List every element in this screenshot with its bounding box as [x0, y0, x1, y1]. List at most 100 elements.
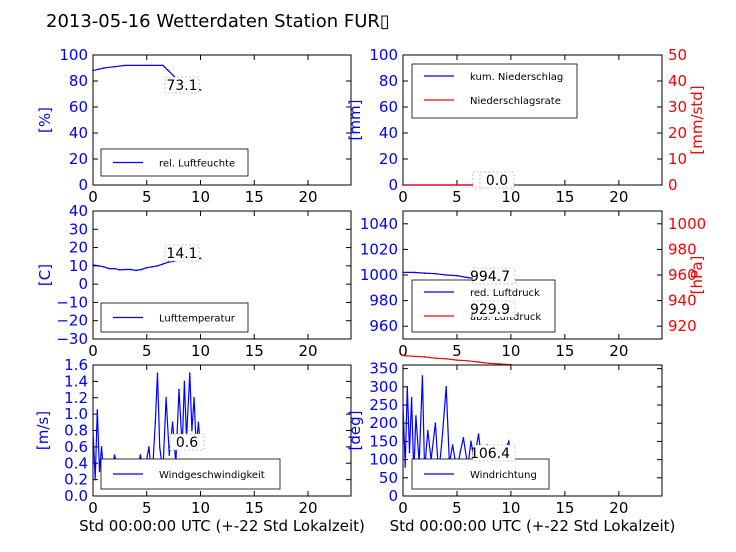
p2-ytick-label: 60	[379, 98, 398, 116]
p6-xtick-label: 5	[452, 499, 462, 517]
p3-xtick-label: 10	[191, 342, 210, 360]
p4-series-1-point	[412, 271, 415, 274]
p3-series-1-point	[167, 261, 170, 264]
p3-ylabel: [C]	[36, 264, 54, 286]
p4-annotation: 929.9	[470, 302, 510, 318]
p3-series-1-point	[140, 268, 143, 271]
p2-ytick-label: 80	[379, 72, 398, 90]
p1-series-1-point	[135, 64, 137, 67]
p3-xtick-label: 0	[88, 342, 98, 360]
p6-series-1-point	[402, 404, 404, 406]
p1-ytick-label: 0	[78, 176, 88, 194]
p5-ytick-label: 0.2	[64, 471, 88, 489]
p2-xtick-label: 5	[452, 188, 462, 206]
p3-series-1-point	[135, 269, 137, 272]
p4-series-2-point	[456, 359, 458, 361]
p1-xtick-label: 0	[88, 188, 98, 206]
p5-ytick-label: 0.4	[64, 454, 88, 472]
p4-ytick-right-label: 940	[668, 292, 697, 310]
p4-ytick-right-label: 960	[668, 266, 697, 284]
p4-series-2-point	[499, 363, 501, 365]
p5-series-1-point	[156, 372, 159, 374]
p5-series-1-point	[183, 380, 186, 383]
p1-series-1-point	[102, 67, 105, 69]
p4-xtick-label: 5	[452, 342, 462, 360]
p1-ytick-label: 20	[69, 150, 88, 168]
p6-series-1-point	[462, 436, 465, 439]
p5-series-1-point	[100, 446, 103, 448]
p4-legend-entry: red. Luftdruck	[470, 288, 540, 299]
p1-xtick-label: 20	[298, 188, 317, 206]
p2-ytick-right-label: 10	[668, 150, 687, 168]
p2-ylabel: [mm]	[346, 100, 364, 141]
p2-legend-box	[411, 63, 578, 119]
p4-legend-entry: abs. Luftdruck	[470, 312, 541, 323]
p1-annotation-box	[164, 76, 200, 94]
p3-series-1-point	[199, 257, 202, 260]
p4-ytick-right-label: 1000	[668, 215, 706, 233]
p4-ytick-label: 1020	[360, 240, 398, 258]
p3-annotation-box	[164, 244, 200, 262]
p3-xtick-label: 20	[298, 342, 317, 360]
p5-xtick-label: 0	[88, 499, 98, 517]
p5-series-1-point	[113, 454, 116, 456]
p6-series-1-point	[470, 440, 472, 443]
p3-ytick-label: −10	[56, 293, 88, 311]
p3-series-1-point	[129, 268, 132, 271]
p4-series-2-point	[412, 355, 415, 358]
p3-ytick-label: −20	[56, 312, 88, 330]
p1-series-1-point	[199, 89, 202, 91]
p3-xtick-label: 15	[245, 342, 264, 360]
p4-ytick-label: 1000	[360, 266, 398, 284]
p3-ytick-label: 10	[69, 257, 88, 275]
p2-xtick-label: 15	[555, 188, 574, 206]
p2-xtick-label: 0	[398, 188, 408, 206]
p5-ytick-label: 1.4	[64, 372, 88, 390]
p2-ytick-right-label: 50	[668, 46, 687, 64]
p1-ytick-label: 100	[59, 46, 88, 64]
p2-ytick-right-label: 40	[668, 72, 687, 90]
p2-ytick-right-label: 30	[668, 98, 687, 116]
p3-series-1-point	[97, 265, 100, 267]
p2-ytick-label: 40	[379, 124, 398, 142]
p2-xtick-label: 20	[609, 188, 628, 206]
p5-series-1-point	[165, 396, 167, 399]
p6-ytick-label: 0	[388, 487, 398, 505]
p4-series-2-point	[434, 357, 437, 360]
p6-ytick-label: 300	[369, 378, 398, 396]
p6-series-1-point	[421, 375, 424, 377]
p6-series-1-point	[441, 440, 443, 443]
p6-annotation: 106.4	[470, 446, 510, 462]
p3-ytick-label: 40	[69, 202, 88, 220]
p3-ytick-label: 30	[69, 220, 88, 238]
p6-series-1-point	[408, 451, 411, 454]
p5-ytick-label: 1.0	[64, 405, 88, 423]
p4-ylabel-right: [hPa]	[688, 256, 706, 295]
p5-xtick-label: 15	[245, 499, 264, 517]
p3-series-1-point	[92, 264, 94, 266]
p1-annotation: 73.1	[166, 78, 197, 94]
p4-ytick-label: 980	[369, 292, 398, 310]
p4-ytick-label: 1040	[360, 215, 398, 233]
p6-ytick-label: 350	[369, 360, 398, 378]
p6-xtick-label: 10	[501, 499, 520, 517]
p6-series-1-point	[445, 386, 447, 388]
p3-series-1-point	[119, 269, 121, 271]
p1-series-1-point	[167, 69, 170, 72]
p1-series-1-point	[145, 64, 148, 67]
p1-series-1-point	[92, 69, 94, 72]
p5-series-1-point	[158, 446, 161, 448]
p5-series-1-point	[188, 372, 191, 374]
p1-series-1-point	[124, 64, 127, 67]
p4-xtick-label: 10	[501, 342, 520, 360]
p6-ytick-label: 50	[379, 469, 398, 487]
p5-annotation: 0.6	[176, 435, 198, 451]
p2-annotation-box	[479, 171, 515, 189]
p6-series-1-point	[434, 422, 437, 425]
p4-series-2-point	[423, 356, 426, 358]
p4-series-2-point	[445, 358, 447, 360]
p5-series-1-point	[197, 421, 200, 424]
p1-ylabel: [%]	[36, 107, 54, 133]
p5-series-1-point	[94, 478, 96, 481]
